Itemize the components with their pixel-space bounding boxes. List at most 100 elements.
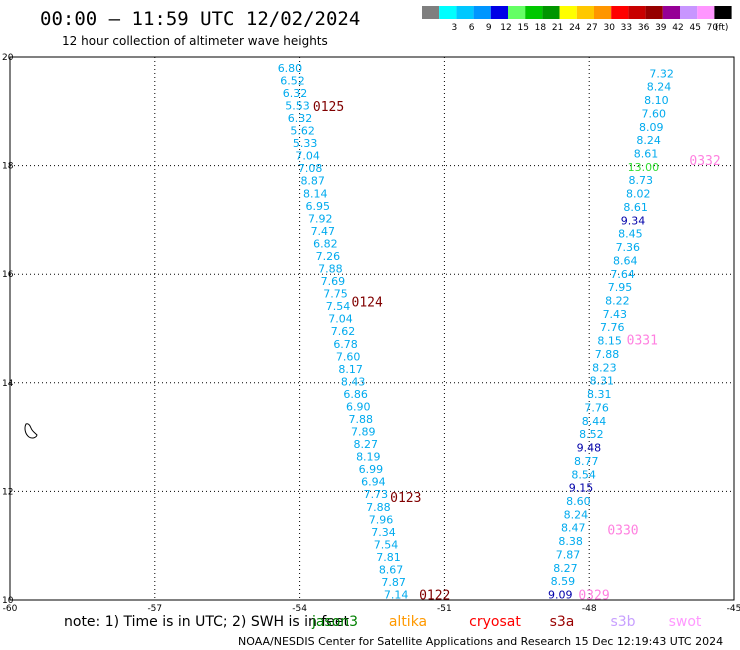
colorbar-swatch [628, 6, 646, 19]
y-tick-label: 18 [2, 162, 14, 172]
wave-height-value: 8.24 [647, 81, 672, 94]
wave-height-value: 7.88 [366, 501, 391, 514]
axis-ticks: -60 -57 -54 -51 -48 -45 10 12 14 16 18 20 [2, 53, 740, 614]
satellite-altika: altika [389, 614, 427, 630]
wave-height-value: 7.14 [384, 589, 409, 602]
y-tick-label: 16 [2, 270, 14, 280]
pass-label: 0122 [419, 589, 450, 604]
wave-height-value: 7.96 [369, 513, 394, 526]
wave-height-value: 7.88 [348, 413, 373, 426]
wave-height-value: 7.34 [371, 526, 396, 539]
pass-label: 0331 [627, 333, 658, 348]
wave-height-value: 6.94 [361, 476, 386, 489]
colorbar-swatch [594, 6, 612, 19]
colorbar-label: 24 [569, 23, 581, 33]
x-tick-label: -57 [147, 604, 162, 614]
colorbar-label: 42 [672, 23, 683, 33]
wave-height-value: 8.59 [551, 575, 576, 588]
satellite-s3a: s3a [550, 614, 575, 630]
colorbar-label: 15 [517, 23, 528, 33]
colorbar-swatch [508, 6, 526, 19]
wave-height-value: 7.04 [295, 150, 320, 163]
footer-text: NOAA/NESDIS Center for Satellite Applica… [238, 635, 723, 648]
wave-height-value: 7.62 [331, 325, 356, 338]
colorbar-swatch [490, 6, 508, 19]
wave-height-value: 7.73 [364, 488, 389, 501]
colorbar-unit: (ft) [715, 23, 729, 33]
wave-height-value: 7.60 [336, 350, 361, 363]
wave-height-value: 8.38 [558, 535, 583, 548]
colorbar-swatch [542, 6, 560, 19]
x-tick-label: -54 [292, 604, 307, 614]
wave-height-value: 6.80 [278, 62, 303, 75]
wave-height-value: 8.02 [626, 188, 651, 201]
wave-height-value: 7.75 [323, 288, 348, 301]
colorbar-swatch [422, 6, 440, 19]
x-tick-label: -60 [3, 604, 18, 614]
wave-height-value: 8.19 [356, 451, 381, 464]
satellite-s3b: s3b [610, 614, 635, 630]
colorbar-label: 3 [452, 23, 458, 33]
wave-height-value: 8.24 [636, 134, 661, 147]
wave-height-value: 7.47 [311, 225, 336, 238]
wave-height-value: 8.44 [582, 415, 607, 428]
wave-height-value: 8.54 [571, 468, 596, 481]
wave-height-value: 6.95 [306, 200, 331, 213]
wave-height-value: 7.81 [376, 551, 401, 564]
colorbar-swatch [473, 6, 491, 19]
colorbar-swatch [525, 6, 543, 19]
colorbar-swatch [576, 6, 594, 19]
wave-height-value: 6.32 [283, 87, 308, 100]
wave-height-value: 7.88 [595, 348, 620, 361]
wave-height-value: 6.78 [333, 338, 358, 351]
wave-height-value: 5.33 [293, 137, 318, 150]
wave-height-value: 8.31 [587, 388, 612, 401]
wave-height-value: 9.48 [577, 442, 602, 455]
colorbar-legend: 3 6 9 12 15 18 21 24 27 30 33 36 39 42 45 70(ft) [422, 6, 732, 33]
wave-height-value: 7.32 [649, 67, 674, 80]
wave-height-value: 8.87 [300, 175, 325, 188]
wave-height-value: 7.60 [642, 107, 667, 120]
wave-height-value: 8.73 [629, 174, 654, 187]
colorbar-swatch [559, 6, 577, 19]
wave-height-value: 9.15 [569, 482, 594, 495]
pass-label: 0123 [390, 491, 421, 506]
colorbar-swatch [611, 6, 629, 19]
wave-height-value: 8.61 [623, 201, 648, 214]
wave-height-value: 5.53 [285, 99, 310, 112]
pass-label: 0330 [607, 523, 638, 538]
colorbar-label: 45 [689, 23, 700, 33]
satellite-jason3: jason3 [311, 614, 358, 630]
wave-height-value: 8.47 [561, 522, 586, 535]
colorbar-label: 9 [486, 23, 492, 33]
wave-height-value: 8.64 [613, 254, 638, 267]
wave-height-value: 6.82 [313, 237, 338, 250]
wave-height-value: 8.09 [639, 121, 664, 134]
wave-height-value: 7.04 [328, 313, 353, 326]
colorbar-label: 18 [535, 23, 547, 33]
wave-height-value: 8.27 [354, 438, 379, 451]
pass-labels: 0125 0124 0123 0122 0332 0331 0330 0329 [313, 100, 721, 604]
wave-height-value: 8.52 [579, 428, 604, 441]
notes-area: note: 1) Time is in UTC; 2) SWH is in fe… [64, 614, 723, 648]
wave-height-value: 8.10 [644, 94, 669, 107]
wave-height-value: 5.62 [290, 125, 315, 138]
wave-height-value: 6.99 [359, 463, 384, 476]
wave-height-value: 8.22 [605, 295, 630, 308]
wave-height-value: 6.32 [288, 112, 313, 125]
wave-height-value: 8.43 [341, 375, 366, 388]
pass-label: 0124 [352, 295, 383, 310]
pass-label: 0329 [578, 589, 609, 604]
wave-height-value: 9.09 [548, 589, 573, 602]
wave-height-value: 7.69 [321, 275, 346, 288]
wave-height-value: 8.67 [379, 563, 404, 576]
x-tick-label: -48 [582, 604, 597, 614]
colorbar-swatch [645, 6, 663, 19]
satellite-legend: jason3 altika cryosat s3a s3b swot [311, 614, 702, 630]
colorbar-swatch [456, 6, 474, 19]
y-tick-label: 14 [2, 379, 14, 389]
wave-height-value: 6.52 [280, 74, 305, 87]
x-tick-label: -45 [727, 604, 740, 614]
wave-height-value: 8.17 [338, 363, 363, 376]
wave-height-value: 6.90 [346, 400, 371, 413]
